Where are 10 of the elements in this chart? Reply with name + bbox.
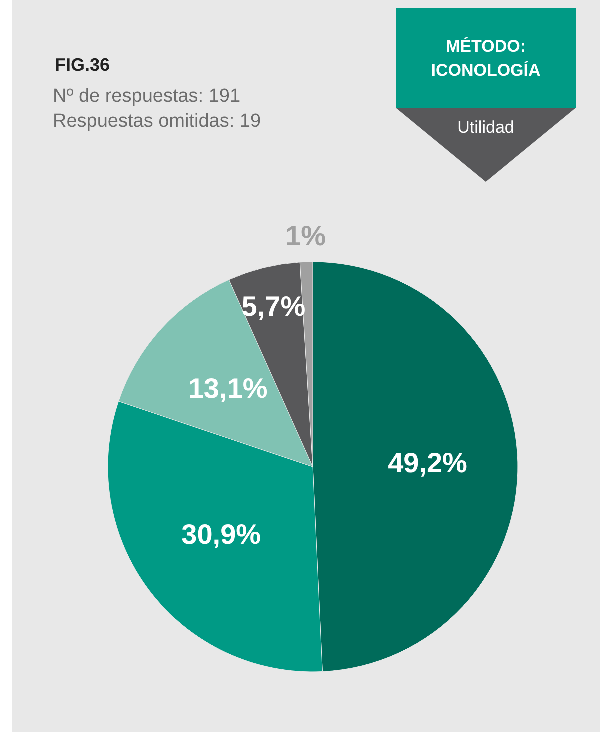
data-label: 13,1% xyxy=(188,372,268,404)
data-label: 30,9% xyxy=(182,519,262,550)
text: Respuestas omitidas: 19 xyxy=(53,111,262,132)
text: MÉTODO: xyxy=(446,36,526,56)
text: ICONOLOGÍA xyxy=(431,60,541,80)
text: Nº de respuestas: 191 xyxy=(53,86,241,107)
data-label: 1% xyxy=(286,220,326,252)
data-label: 49,2% xyxy=(388,447,468,478)
text: Utilidad xyxy=(458,118,514,137)
chart-title: FIG.36 xyxy=(55,55,110,75)
